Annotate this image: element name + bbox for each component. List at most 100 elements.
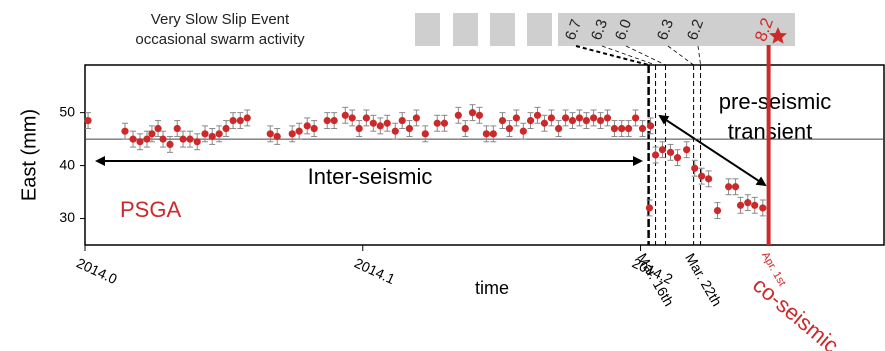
header-line: occasional swarm activity xyxy=(135,31,305,48)
data-point xyxy=(691,164,699,172)
data-point xyxy=(376,122,384,130)
data-point xyxy=(561,114,570,122)
data-point xyxy=(698,172,706,180)
data-point xyxy=(547,114,555,122)
header-line: Very Slow Slip Event xyxy=(151,11,290,28)
data-point xyxy=(555,124,563,133)
data-point xyxy=(412,114,420,122)
data-point xyxy=(751,201,759,209)
data-point xyxy=(421,130,429,138)
data-point xyxy=(673,154,682,162)
data-point xyxy=(540,119,549,127)
y-axis-label: East (mm) xyxy=(18,109,40,201)
x-tick-label: 2014.1 xyxy=(352,255,398,288)
phase-arrow xyxy=(658,114,767,187)
event-connector xyxy=(697,45,701,66)
x-axis-label: time xyxy=(475,278,509,298)
data-point xyxy=(201,130,209,138)
y-tick-label: 40 xyxy=(59,156,75,172)
data-point xyxy=(136,138,144,146)
data-point xyxy=(433,119,441,127)
magnitude-label: 6.3 xyxy=(654,17,677,42)
data-point xyxy=(121,127,129,135)
data-point xyxy=(173,124,181,133)
data-point xyxy=(143,135,151,143)
data-point xyxy=(568,116,577,125)
data-point xyxy=(129,135,137,143)
data-point xyxy=(575,114,584,122)
data-point xyxy=(236,116,244,125)
data-point xyxy=(666,148,675,156)
data-point xyxy=(323,116,331,125)
event-connector xyxy=(625,45,666,66)
phase-label: co-seismic xyxy=(748,272,844,351)
data-point xyxy=(348,114,356,122)
event-connector xyxy=(601,45,656,66)
y-tick-label: 50 xyxy=(59,103,75,119)
magnitude-label: 6.2 xyxy=(684,17,707,42)
data-point xyxy=(288,130,296,138)
data-point xyxy=(295,127,303,135)
magnitude-label: 6.7 xyxy=(562,17,585,42)
event-date: Mar. 22th xyxy=(682,250,725,309)
y-tick-label: 30 xyxy=(59,209,75,225)
swarm-box xyxy=(415,13,440,46)
data-point xyxy=(533,111,542,119)
data-point xyxy=(266,130,274,138)
data-point xyxy=(330,116,338,125)
magnitude-label: 6.3 xyxy=(588,17,611,42)
data-point xyxy=(658,146,667,154)
data-point xyxy=(310,124,318,133)
data-point xyxy=(369,119,377,127)
phase-label: pre-seismic xyxy=(719,89,831,114)
x-tick-label: 2014.0 xyxy=(74,255,120,288)
plot-frame xyxy=(84,64,885,246)
data-point xyxy=(512,114,520,122)
data-point xyxy=(705,175,713,183)
data-point xyxy=(475,111,484,119)
data-point xyxy=(638,124,647,133)
data-point xyxy=(166,140,174,149)
data-point xyxy=(526,116,535,125)
data-point xyxy=(391,127,399,135)
data-point xyxy=(461,124,469,133)
data-point xyxy=(154,124,162,133)
data-point xyxy=(713,206,722,215)
data-point xyxy=(519,127,527,135)
event-box xyxy=(558,13,795,46)
data-point xyxy=(505,124,514,133)
data-point xyxy=(582,116,590,125)
data-point xyxy=(731,183,740,191)
data-point xyxy=(341,111,349,119)
data-point xyxy=(159,135,167,143)
data-point xyxy=(454,111,462,119)
data-point xyxy=(179,135,187,143)
data-point xyxy=(222,124,230,133)
data-point xyxy=(186,135,194,143)
event-connector xyxy=(667,45,694,66)
data-point xyxy=(498,116,507,125)
data-point xyxy=(405,124,414,133)
event-connector xyxy=(575,45,649,66)
data-point xyxy=(651,151,660,159)
swarm-box xyxy=(453,13,478,46)
phase-label: Inter-seismic xyxy=(308,164,433,189)
data-point xyxy=(683,146,691,154)
mainshock-star xyxy=(769,27,787,44)
data-point xyxy=(759,204,767,212)
data-point xyxy=(625,124,633,133)
data-point xyxy=(468,109,477,117)
data-point xyxy=(303,122,311,130)
magnitude-label: 6.0 xyxy=(612,17,635,42)
data-point xyxy=(744,199,752,207)
data-point xyxy=(193,138,201,146)
data-point xyxy=(208,132,216,141)
data-point xyxy=(398,116,406,125)
data-point xyxy=(736,201,745,209)
data-point xyxy=(243,114,251,122)
data-point xyxy=(229,116,237,125)
data-point xyxy=(440,119,449,127)
data-point xyxy=(362,114,370,122)
data-point xyxy=(489,130,497,138)
